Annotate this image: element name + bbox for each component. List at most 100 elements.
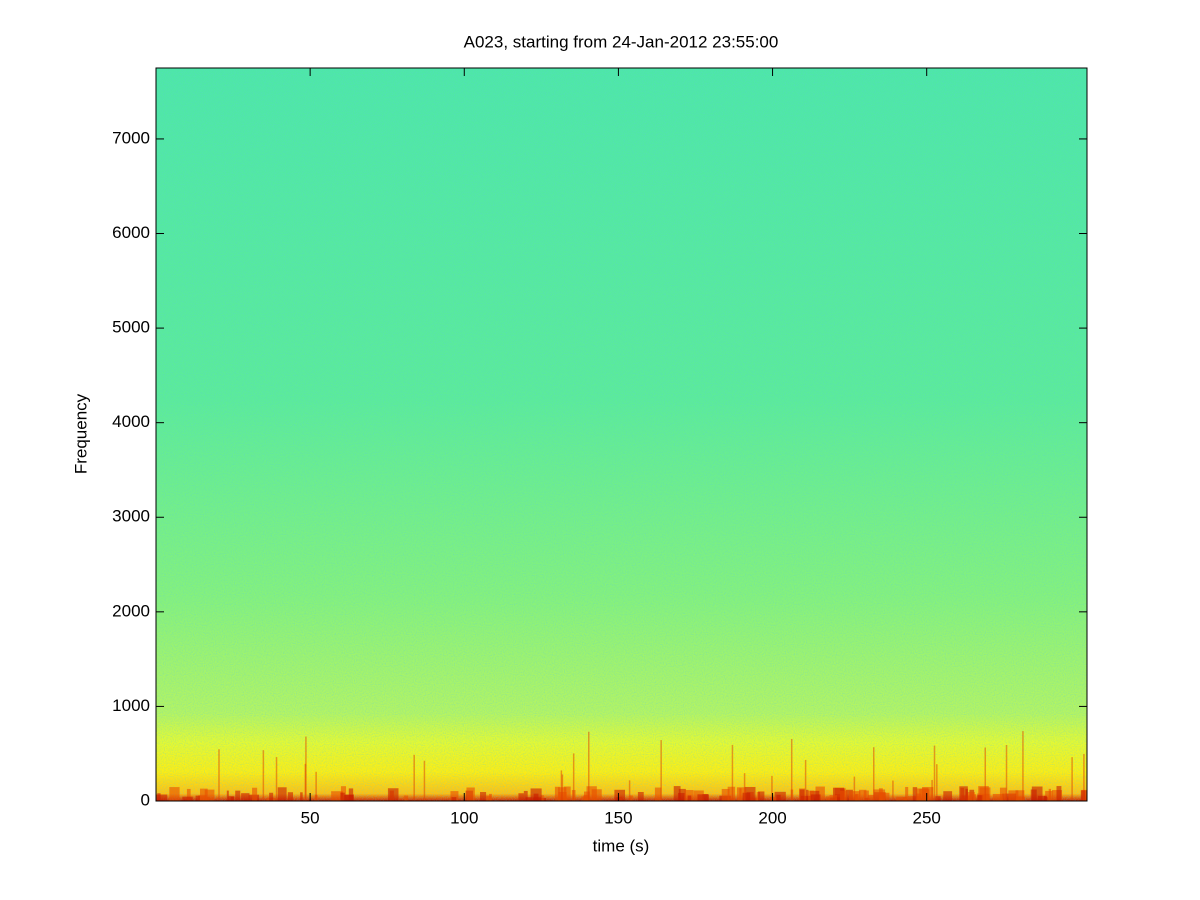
- texture: [628, 780, 631, 801]
- texture: [810, 794, 821, 801]
- texture: [853, 776, 856, 801]
- texture: [832, 787, 845, 801]
- texture: [863, 790, 869, 801]
- texture: [540, 795, 544, 801]
- texture: [554, 786, 560, 801]
- texture: [758, 791, 765, 801]
- texture: [721, 788, 730, 801]
- texture: [403, 795, 409, 801]
- texture: [315, 771, 317, 801]
- texture: [959, 786, 968, 801]
- texture: [226, 790, 229, 801]
- texture: [304, 763, 307, 801]
- texture: [1031, 786, 1043, 801]
- texture: [588, 731, 590, 801]
- texture: [450, 791, 459, 801]
- texture: [776, 794, 781, 801]
- texture: [743, 773, 746, 801]
- texture: [560, 770, 563, 801]
- texture: [480, 792, 487, 801]
- texture: [287, 792, 294, 801]
- texture: [673, 786, 681, 801]
- texture: [629, 795, 633, 801]
- texture: [826, 796, 830, 801]
- texture: [241, 793, 250, 801]
- texture: [614, 789, 626, 801]
- texture: [919, 788, 930, 801]
- y-tick-label: 2000: [112, 601, 150, 620]
- y-tick-label: 6000: [112, 223, 150, 242]
- texture: [1071, 757, 1073, 801]
- texture: [840, 790, 848, 801]
- plot-frame: [155, 67, 1088, 802]
- y-tick-label: 5000: [112, 318, 150, 337]
- texture: [771, 775, 773, 801]
- texture: [413, 754, 415, 801]
- texture: [344, 795, 354, 801]
- y-tick-label: 1000: [112, 696, 150, 715]
- texture: [805, 789, 809, 801]
- texture: [200, 788, 208, 801]
- texture: [230, 796, 234, 801]
- texture: [637, 792, 644, 801]
- texture: [1056, 786, 1062, 801]
- texture: [858, 789, 867, 801]
- x-tick-label: 100: [450, 808, 478, 827]
- texture: [532, 797, 541, 801]
- texture: [895, 796, 907, 801]
- texture: [157, 793, 161, 801]
- texture: [660, 740, 662, 801]
- y-tick-label: 3000: [112, 507, 150, 526]
- texture: [829, 795, 837, 801]
- texture: [169, 787, 180, 801]
- texture: [348, 788, 354, 801]
- texture: [878, 788, 883, 801]
- texture: [892, 780, 894, 801]
- texture: [563, 786, 571, 801]
- texture: [572, 753, 575, 801]
- texture: [423, 760, 426, 801]
- texture: [654, 787, 662, 801]
- spectrogram-image: [156, 68, 1087, 801]
- texture: [905, 786, 909, 801]
- texture: [770, 797, 777, 801]
- texture: [235, 790, 241, 801]
- texture: [466, 787, 475, 801]
- texture: [218, 749, 220, 801]
- texture: [156, 794, 168, 801]
- texture: [525, 797, 532, 801]
- x-tick-label: 200: [758, 808, 786, 827]
- texture: [204, 789, 215, 801]
- texture: [340, 792, 345, 801]
- x-tick-label: 50: [301, 808, 320, 827]
- texture: [207, 796, 210, 801]
- texture: [186, 788, 191, 801]
- texture: [912, 787, 918, 801]
- texture: [561, 774, 564, 801]
- texture: [1008, 790, 1019, 801]
- x-axis-label: time (s): [593, 836, 650, 855]
- y-tick-label: 4000: [112, 412, 150, 431]
- texture: [1080, 790, 1085, 801]
- texture: [195, 795, 200, 801]
- y-tick-label: 0: [141, 790, 150, 809]
- texture: [523, 790, 528, 801]
- texture: [931, 779, 933, 801]
- texture: [915, 788, 923, 801]
- texture: [586, 786, 597, 801]
- texture: [1022, 731, 1024, 801]
- x-tick-label: 250: [913, 808, 941, 827]
- texture: [485, 795, 492, 801]
- texture: [1083, 753, 1085, 801]
- texture: [868, 795, 875, 801]
- x-tick-label: 150: [604, 808, 632, 827]
- texture: [687, 795, 692, 801]
- texture: [1005, 745, 1008, 801]
- texture: [1045, 790, 1053, 801]
- texture: [984, 747, 987, 801]
- texture: [935, 796, 941, 801]
- texture: [977, 795, 984, 801]
- texture: [992, 793, 1004, 801]
- texture: [742, 792, 751, 801]
